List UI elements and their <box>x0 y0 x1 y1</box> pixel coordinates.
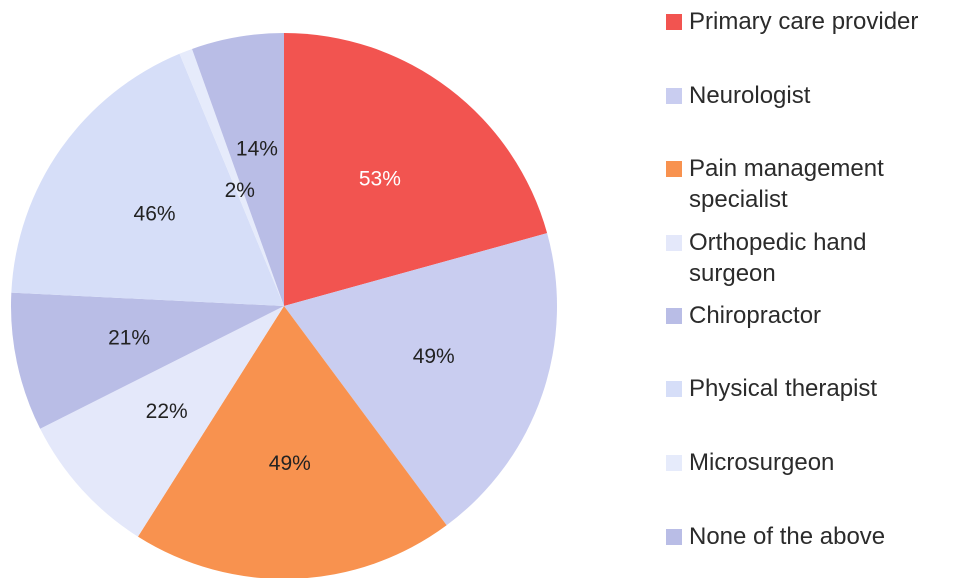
pie-slice <box>40 306 284 537</box>
legend-swatch <box>666 235 682 251</box>
legend-entry: Pain management specialist <box>666 153 951 215</box>
legend-label: Chiropractor <box>689 302 822 329</box>
legend-label: Neurologist <box>689 82 811 109</box>
legend-label: Physical therapist <box>689 375 878 402</box>
legend-label: Orthopedic hand surgeon <box>689 229 867 287</box>
pie-slice <box>10 292 284 429</box>
legend-entry: Chiropractor <box>666 300 951 331</box>
legend-entry: Orthopedic hand surgeon <box>666 227 951 289</box>
data-label: 14% <box>236 138 278 161</box>
data-label: 49% <box>413 345 455 368</box>
data-label: 22% <box>146 400 188 423</box>
pie-slice <box>284 33 548 306</box>
legend-label: None of the above <box>689 523 886 550</box>
pie-chart: 53% 49% 49% 22% 21% 46% 2% 14% <box>10 33 557 578</box>
pie-slice <box>284 233 557 526</box>
legend-entry: None of the above <box>666 521 951 552</box>
legend-label: Pain management specialist <box>689 155 884 213</box>
data-label: 2% <box>225 179 255 202</box>
pie-slice <box>137 306 447 578</box>
legend-swatch <box>666 14 682 30</box>
legend-swatch <box>666 381 682 397</box>
legend-label: Primary care provider <box>689 8 919 35</box>
legend-swatch <box>666 529 682 545</box>
data-label: 21% <box>108 326 150 349</box>
data-label: 49% <box>269 452 311 475</box>
legend-entry: Primary care provider <box>666 6 951 37</box>
legend-swatch <box>666 88 682 104</box>
legend-entry: Neurologist <box>666 80 951 111</box>
legend-entry: Microsurgeon <box>666 447 951 478</box>
pie-slice <box>192 33 284 306</box>
legend-swatch <box>666 455 682 471</box>
data-label: 46% <box>134 202 176 225</box>
pie-slice <box>179 48 284 307</box>
pie-slice <box>11 53 285 307</box>
data-label: 53% <box>359 168 401 191</box>
legend-label: Microsurgeon <box>689 449 835 476</box>
legend-entry: Physical therapist <box>666 373 951 404</box>
legend-swatch <box>666 308 682 324</box>
legend-swatch <box>666 161 682 177</box>
